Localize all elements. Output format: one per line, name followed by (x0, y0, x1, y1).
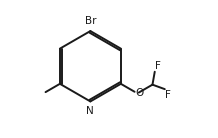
Text: F: F (165, 90, 171, 100)
Text: Br: Br (85, 16, 96, 26)
Text: N: N (87, 106, 94, 116)
Text: F: F (155, 61, 161, 71)
Text: O: O (135, 88, 144, 98)
